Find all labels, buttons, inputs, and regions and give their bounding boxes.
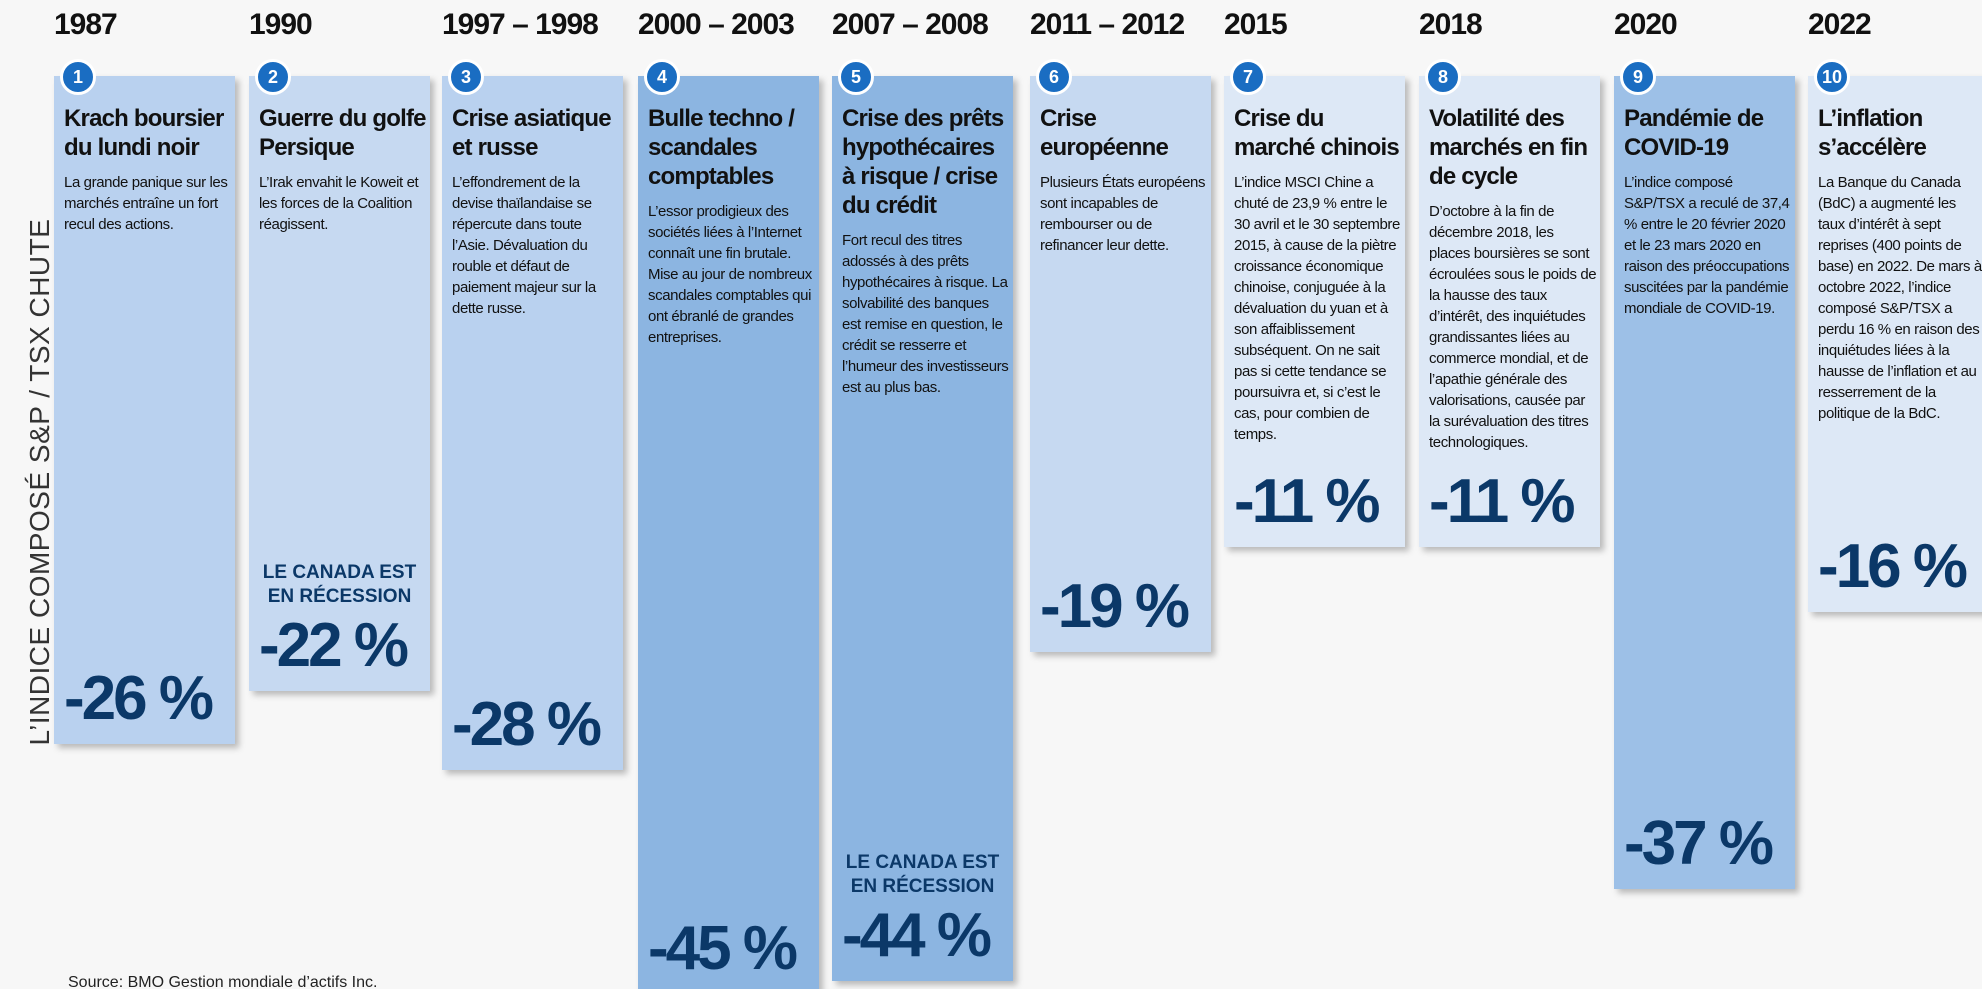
- bar: -37 %: [1614, 76, 1795, 889]
- source: Source: BMO Gestion mondiale d’actifs In…: [68, 974, 378, 989]
- event-description: L’essor prodigieux des sociétés liées à …: [648, 203, 812, 346]
- value-label: -28 %: [452, 690, 602, 760]
- value-label: -19 %: [1040, 571, 1190, 641]
- bar: -19 %: [1030, 76, 1211, 652]
- event-title: Volatilité des marchés en fin de cycle: [1429, 105, 1588, 190]
- bar: -44 % LE CANADA EST EN RÉCESSION: [832, 76, 1013, 981]
- bar: -45 %: [638, 76, 819, 989]
- year-label: 2022: [1808, 8, 1872, 41]
- event-number: 4: [644, 59, 680, 95]
- recession-note: LE CANADA EST EN RÉCESSION: [262, 562, 417, 608]
- bar: -28 %: [442, 76, 623, 771]
- event-description: L’effondrement de la devise thaïlandaise…: [452, 174, 596, 317]
- event-number: 7: [1230, 59, 1266, 95]
- event-title: Krach boursier du lundi noir: [64, 105, 224, 161]
- event-title: Crise asiatique et russe: [452, 105, 612, 161]
- event-number: 3: [448, 59, 484, 95]
- value-label: -11 %: [1429, 466, 1576, 536]
- recession-note: LE CANADA EST EN RÉCESSION: [845, 851, 1000, 897]
- event-title: Guerre du golfe Persique: [259, 105, 427, 161]
- event-description: D’octobre à la fin de décembre 2018, les…: [1429, 203, 1597, 451]
- year-label: 1990: [249, 8, 313, 41]
- year-label: 2011 – 2012: [1030, 8, 1185, 41]
- year-label: 2018: [1419, 8, 1483, 41]
- event-title: Crise du marché chinois: [1234, 105, 1400, 161]
- bar: -26 %: [54, 76, 235, 744]
- event-description: L’indice MSCI Chine a chuté de 23,9 % en…: [1234, 174, 1400, 443]
- y-axis-label: L’INDICE COMPOSÉ S&P / TSX CHUTE: [24, 218, 55, 746]
- event-description: La grande panique sur les marchés entraî…: [64, 174, 228, 233]
- year-label: 2007 – 2008: [832, 8, 989, 41]
- event-title: Bulle techno / scandales comptables: [648, 105, 795, 190]
- event-description: La Banque du Canada (BdC) a augmenté les…: [1818, 174, 1982, 422]
- value-label: -45 %: [648, 913, 798, 983]
- value-label: -26 %: [64, 663, 214, 733]
- value-label: -11 %: [1234, 466, 1381, 536]
- year-label: 2020: [1614, 8, 1678, 41]
- bar: -16 %: [1808, 76, 1982, 613]
- event-title: Crise européenne: [1040, 105, 1169, 161]
- bar: -11 %: [1419, 76, 1600, 547]
- event-title: L’inflation s’accélère: [1818, 105, 1927, 161]
- event-number: 5: [838, 59, 874, 95]
- year-label: 1997 – 1998: [442, 8, 599, 41]
- year-label: 2015: [1224, 8, 1288, 41]
- value-label: -16 %: [1818, 532, 1968, 602]
- bar: -11 %: [1224, 76, 1405, 547]
- event-title: Pandémie de COVID-19: [1624, 105, 1764, 161]
- event-number: 6: [1036, 59, 1072, 95]
- bar: -22 % LE CANADA EST EN RÉCESSION: [249, 76, 430, 692]
- year-label: 1987: [54, 8, 118, 41]
- value-label: -22 %: [259, 611, 409, 681]
- value-label: -37 %: [1624, 808, 1774, 878]
- event-description: L’indice composé S&P/TSX a reculé de 37,…: [1624, 174, 1790, 317]
- event-number: 1: [60, 59, 96, 95]
- event-title: Crise des prêts hypothécaires à risque /…: [842, 105, 1004, 219]
- event-number: 8: [1425, 59, 1461, 95]
- event-description: Plusieurs États européens sont incapable…: [1040, 174, 1206, 254]
- value-label: -44 %: [842, 900, 992, 970]
- year-label: 2000 – 2003: [638, 8, 795, 41]
- event-number: 10: [1814, 59, 1850, 95]
- event-description: Fort recul des titres adossés à des prêt…: [842, 232, 1009, 396]
- event-number: 9: [1620, 59, 1656, 95]
- event-number: 2: [255, 59, 291, 95]
- event-description: L’Irak envahit le Koweit et les forces d…: [259, 174, 419, 233]
